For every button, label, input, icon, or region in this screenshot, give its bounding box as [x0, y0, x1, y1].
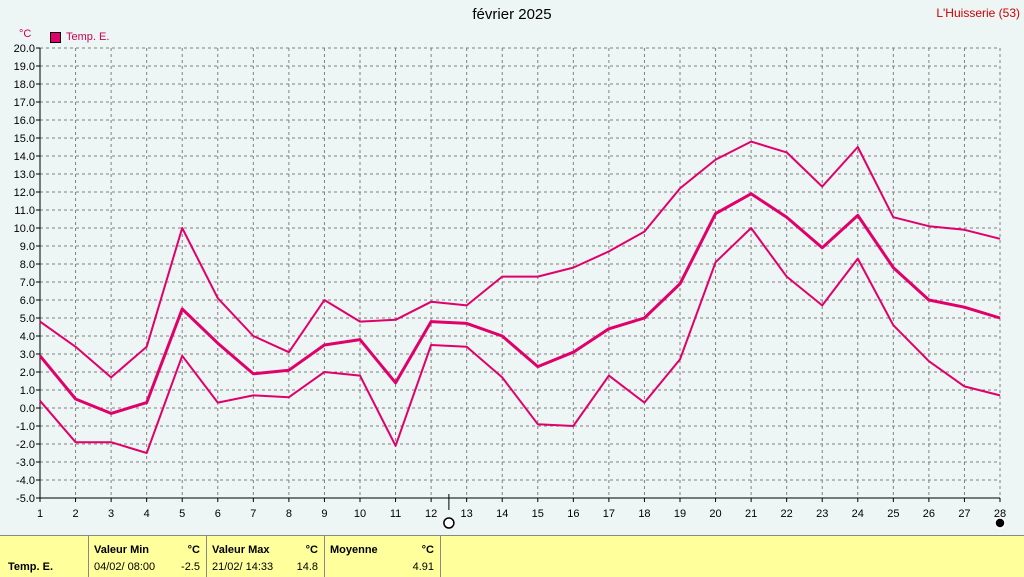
y-tick-label: 13.0: [14, 169, 35, 181]
max-unit: °C: [305, 544, 318, 556]
chart-title: février 2025: [472, 6, 552, 23]
x-tick-label: 8: [286, 508, 292, 520]
x-tick-label: 22: [781, 508, 793, 520]
x-tick-label: 12: [425, 508, 437, 520]
x-tick-label: 11: [390, 508, 401, 520]
x-tick-label: 19: [674, 508, 686, 520]
series-line-min: [39, 227, 1001, 454]
y-tick-label: -4.0: [16, 475, 35, 487]
x-tick-label: 2: [72, 508, 78, 520]
x-tick-label: 3: [108, 508, 114, 520]
y-tick-label: 11.0: [14, 205, 35, 217]
max-value: 14.8: [296, 561, 318, 573]
min-unit: °C: [187, 544, 200, 556]
max-date: 21/02/ 14:33: [212, 561, 274, 573]
station-name: L'Huisserie (53): [936, 6, 1020, 20]
x-tick-label: 27: [958, 508, 970, 520]
x-tick-label: 28: [994, 508, 1006, 520]
min-value: -2.5: [181, 561, 200, 573]
x-tick-label: 10: [354, 508, 366, 520]
x-tick-label: 20: [709, 508, 721, 520]
y-tick-label: 2.0: [20, 367, 35, 379]
temperature-chart: 20.019.018.017.016.015.014.013.012.011.0…: [14, 28, 1006, 529]
y-tick-label: -3.0: [16, 457, 35, 469]
min-date: 04/02/ 08:00: [94, 561, 156, 573]
avg-cell: Moyenne °C 4.91: [324, 536, 441, 577]
y-tick-label: 6.0: [20, 295, 35, 307]
series-line-mean: [38, 192, 1001, 415]
y-tick-label: 3.0: [20, 349, 35, 361]
x-tick-label: 5: [179, 508, 185, 520]
x-tick-label: 26: [923, 508, 935, 520]
legend-label: Temp. E.: [66, 31, 110, 43]
x-tick-label: 17: [603, 508, 615, 520]
y-axis-unit: °C: [19, 28, 31, 40]
min-header: Valeur Min: [94, 544, 150, 556]
x-tick-label: 16: [567, 508, 579, 520]
x-tick-label: 25: [887, 508, 899, 520]
y-tick-label: 1.0: [20, 385, 35, 397]
y-tick-label: 7.0: [20, 277, 35, 289]
y-tick-label: 4.0: [20, 331, 35, 343]
y-tick-label: 19.0: [14, 61, 35, 73]
x-tick-label: 1: [37, 508, 43, 520]
x-tick-label: 23: [816, 508, 828, 520]
legend: Temp. E.: [50, 31, 109, 43]
y-tick-label: -2.0: [16, 439, 35, 451]
y-tick-label: 15.0: [14, 133, 35, 145]
y-tick-label: 9.0: [20, 241, 35, 253]
x-tick-label: 7: [250, 508, 256, 520]
y-tick-label: -1.0: [16, 421, 35, 433]
min-cell: Valeur Min °C 04/02/ 08:00 -2.5: [88, 536, 207, 577]
x-tick-label: 24: [852, 508, 864, 520]
x-tick-label: 13: [461, 508, 473, 520]
avg-unit: °C: [421, 544, 434, 556]
x-tick-label: 4: [144, 508, 150, 520]
plot-area: [40, 48, 1000, 498]
y-tick-label: 18.0: [14, 79, 35, 91]
x-tick-label: 6: [215, 508, 221, 520]
summary-row-label: Temp. E.: [8, 561, 54, 573]
y-tick-label: 17.0: [14, 97, 35, 109]
x-tick-label: 18: [638, 508, 650, 520]
x-tick-label: 21: [745, 508, 757, 520]
y-tick-label: 5.0: [20, 313, 35, 325]
y-tick-label: 12.0: [14, 187, 35, 199]
avg-value: 4.91: [412, 561, 434, 573]
legend-swatch: [50, 31, 61, 43]
y-tick-label: 0.0: [20, 403, 35, 415]
max-cell: Valeur Max °C 21/02/ 14:33 14.8: [206, 536, 325, 577]
x-tick-label: 9: [321, 508, 327, 520]
x-tick-label: 15: [532, 508, 544, 520]
y-tick-label: -5.0: [16, 493, 35, 505]
max-header: Valeur Max: [212, 544, 270, 556]
y-tick-label: 10.0: [14, 223, 35, 235]
summary-table: Temp. E. Valeur Min °C 04/02/ 08:00 -2.5…: [0, 535, 1024, 577]
avg-header: Moyenne: [330, 544, 378, 556]
y-tick-label: 20.0: [14, 43, 35, 55]
y-tick-label: 14.0: [14, 151, 35, 163]
y-tick-label: 16.0: [14, 115, 35, 127]
series-line-max: [39, 140, 1001, 379]
full-moon-icon: [443, 517, 455, 529]
x-tick-label: 14: [496, 508, 508, 520]
summary-row-label-cell: Temp. E.: [0, 536, 89, 577]
y-tick-label: 8.0: [20, 259, 35, 271]
new-moon-icon: [994, 517, 1006, 529]
